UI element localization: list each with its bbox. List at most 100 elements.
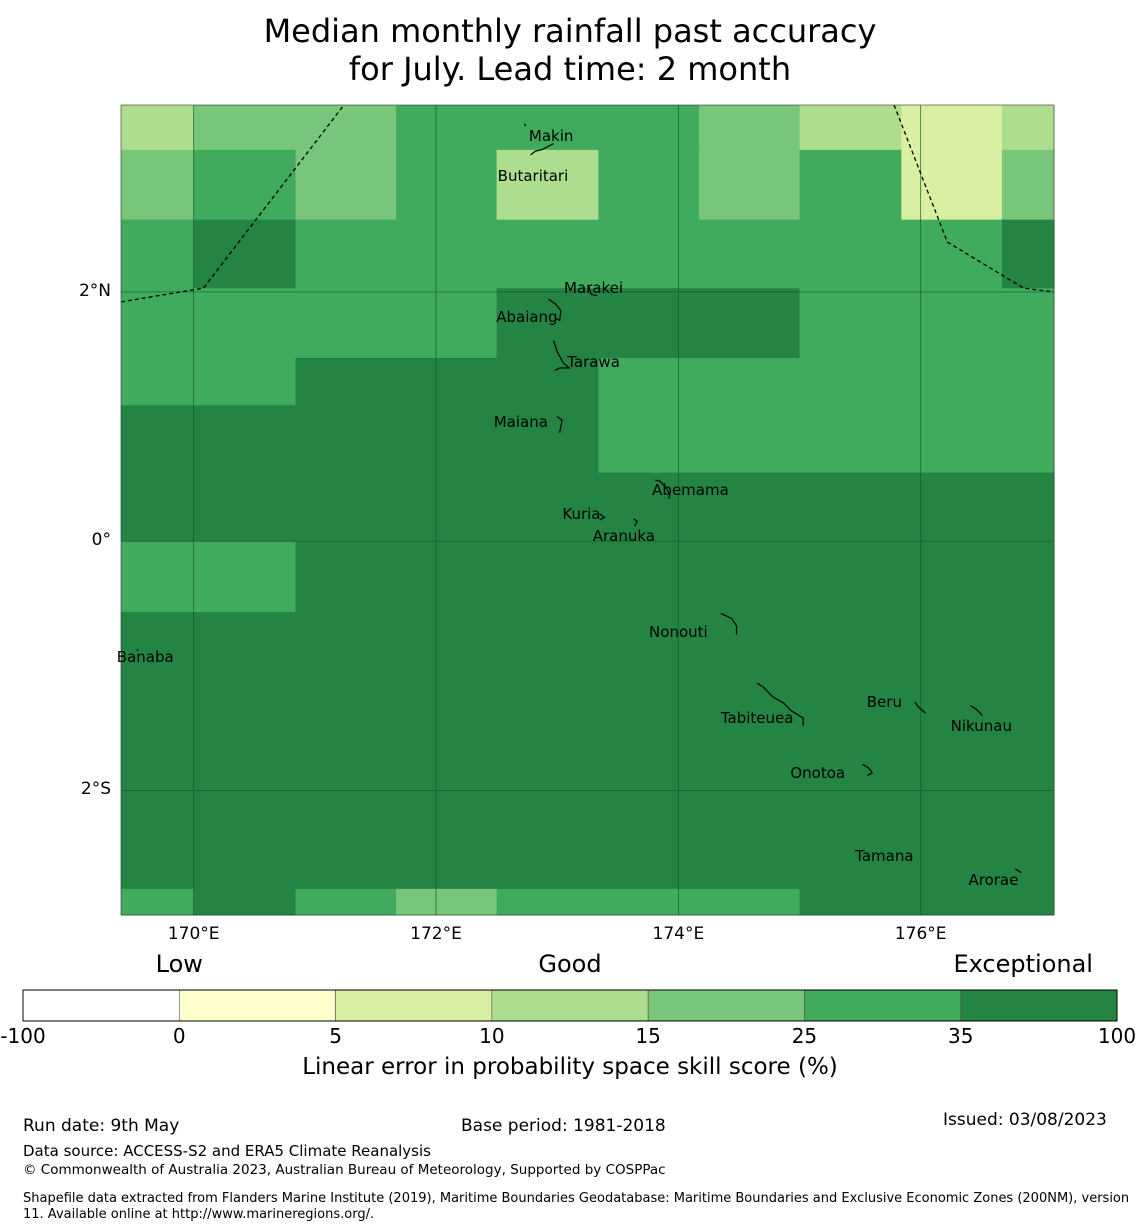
graticule [121, 105, 1054, 915]
place-label: Abemama [652, 481, 729, 500]
colorbar-swatch [178, 989, 336, 1022]
colorbar-tick-label: 35 [947, 1024, 974, 1048]
skill-cell [1001, 219, 1055, 289]
skill-cell [295, 357, 599, 406]
island-outline [720, 612, 738, 635]
colorbar-tick-label: 10 [479, 1024, 505, 1048]
base-period: Base period: 1981-2018 [461, 1116, 666, 1136]
colorbar-tick-label: -100 [0, 1024, 46, 1048]
island-outline [553, 340, 571, 371]
skill-cell [496, 888, 801, 916]
place-label: Makin [528, 127, 574, 146]
place-label: Arorae [968, 871, 1019, 890]
skill-category-label: Exceptional [953, 950, 1093, 978]
longitude-label: 170°E [167, 924, 220, 944]
colorbar-frame [22, 989, 1118, 1022]
place-label: Beru [866, 692, 902, 711]
place-label: Aranuka [592, 527, 655, 546]
skill-cell [901, 105, 1003, 151]
skill-cell [598, 357, 1055, 406]
colorbar-tick-label: 0 [172, 1024, 186, 1048]
place-label: Onotoa [790, 763, 846, 782]
skill-cell [193, 105, 296, 151]
skill-category-label: Low [155, 950, 203, 978]
island-outline [588, 285, 598, 297]
colorbar-tick-label: 25 [791, 1024, 818, 1048]
island-outline [914, 701, 926, 714]
island-outline [523, 123, 527, 127]
shapefile-credit: Shapefile data extracted from Flanders M… [23, 1191, 1130, 1222]
map-title-line-2: for July. Lead time: 2 month [348, 50, 792, 88]
skill-cell [698, 105, 801, 151]
colorbar-swatch [647, 989, 805, 1022]
skill-cell [121, 472, 1055, 542]
run-date: Run date: 9th May [23, 1116, 180, 1136]
colorbar [22, 989, 1118, 1022]
skill-cell [799, 288, 1055, 359]
colorbar-swatch [804, 989, 962, 1022]
island-outline [136, 649, 139, 652]
longitude-label: 176°E [894, 924, 947, 944]
skill-cell [121, 612, 1055, 890]
colorbar-swatch [960, 989, 1118, 1022]
colorbar-swatch [335, 989, 493, 1022]
colorbar-tick-label: 5 [329, 1024, 342, 1048]
island-outline [1014, 868, 1022, 874]
skill-cell [121, 288, 498, 359]
colorbar-label: Linear error in probability space skill … [302, 1054, 838, 1080]
colorbar-swatch [22, 989, 180, 1022]
place-label: Abaiang [496, 307, 558, 326]
skill-cell [295, 541, 1055, 613]
skill-cell [799, 105, 902, 151]
latitude-label: 2°N [78, 280, 111, 301]
island-outline [633, 518, 638, 527]
skill-category-label: Good [538, 950, 602, 978]
skill-cell [1001, 149, 1055, 221]
colorbar-swatch [491, 989, 649, 1022]
place-label: Nonouti [649, 623, 708, 642]
skill-cell [1001, 105, 1055, 151]
skill-cell [121, 357, 296, 406]
skill-cell [295, 105, 397, 151]
skill-cell [121, 219, 195, 289]
skill-cell [396, 888, 498, 916]
place-label: Nikunau [950, 716, 1012, 735]
skill-cell [598, 149, 700, 221]
place-label: Kuria [562, 504, 601, 523]
place-label: Banaba [116, 648, 174, 667]
skill-cell [295, 219, 1003, 289]
skill-cell [121, 888, 195, 916]
eez-boundary [893, 104, 1055, 293]
skill-cell [799, 149, 902, 221]
skill-cell [698, 149, 801, 221]
longitude-label: 172°E [410, 924, 462, 944]
skill-cell [901, 149, 1003, 221]
place-label: Marakei [564, 279, 624, 298]
place-label: Tarawa [567, 352, 620, 371]
skill-cell [193, 219, 296, 289]
skill-cell [396, 149, 498, 221]
skill-cell [598, 405, 1055, 474]
place-label: Tamana [855, 847, 914, 866]
skill-cell [121, 405, 599, 474]
place-label: Butaritari [497, 167, 569, 186]
skill-cell [193, 149, 296, 221]
skill-cell [121, 105, 195, 151]
map-title-line-1: Median monthly rainfall past accuracy [263, 12, 877, 50]
eez-boundary-lines [120, 104, 1055, 303]
island-outline [599, 513, 606, 521]
island-outline [862, 763, 874, 776]
map-frame [120, 104, 1055, 916]
latitude-label: 2°S [80, 779, 111, 800]
island-outline [548, 298, 562, 322]
island-outline [970, 705, 983, 717]
skill-cell [295, 888, 397, 916]
island-outline [530, 143, 554, 156]
island-outline [756, 682, 804, 726]
longitude-label: 174°E [652, 924, 705, 944]
skill-grid-cells [121, 105, 1055, 916]
issued-date: Issued: 03/08/2023 [943, 1110, 1107, 1130]
skill-cell [295, 149, 397, 221]
skill-cell [121, 149, 195, 221]
